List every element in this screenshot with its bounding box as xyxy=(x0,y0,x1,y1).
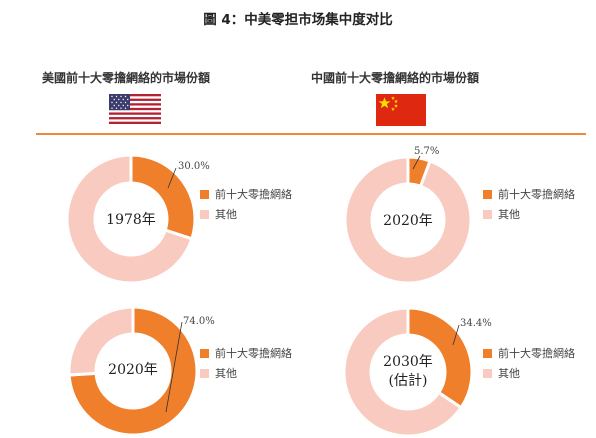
donut-slice-others xyxy=(67,307,135,377)
legend-item-top10: 前十大零擔網絡 xyxy=(200,184,292,204)
donut-slice-top10 xyxy=(67,307,199,437)
legend-label-top10: 前十大零擔網絡 xyxy=(215,347,292,360)
legend-swatch-others xyxy=(483,368,492,378)
us-flag-icon xyxy=(109,94,161,124)
legend-swatch-top10 xyxy=(483,189,492,199)
center-label-line-2: (估計) xyxy=(389,373,428,389)
center-label-line-1: 1978年 xyxy=(106,212,156,228)
donut-chart-china-2020: 2020年 5.7% xyxy=(343,146,473,285)
center-label-line-1: 2030年 xyxy=(383,354,433,370)
legend-label-top10: 前十大零擔網絡 xyxy=(498,347,575,360)
donut-slice-others xyxy=(66,153,194,285)
leader-line xyxy=(412,155,421,170)
legend-label-others: 其他 xyxy=(215,208,237,221)
leader-line xyxy=(165,321,183,413)
donut-slice-top10 xyxy=(129,153,197,241)
leader-line xyxy=(167,167,177,189)
data-label-top10: 34.4% xyxy=(460,318,492,329)
china-column-title: 中國前十大零擔網絡的市場份額 xyxy=(311,71,480,85)
legend-swatch-others xyxy=(200,209,209,219)
legend-label-top10: 前十大零擔網絡 xyxy=(498,188,575,201)
donut-chart-us-1978: 1978年 30.0% xyxy=(66,153,210,285)
legend-china-2020: 前十大零擔網絡 其他 xyxy=(483,184,575,224)
legend-swatch-top10 xyxy=(200,348,209,358)
data-label-top10: 30.0% xyxy=(178,161,210,172)
donut-slice-others xyxy=(342,306,464,438)
legend-swatch-top10 xyxy=(483,348,492,358)
legend-item-top10: 前十大零擔網絡 xyxy=(483,184,575,204)
legend-swatch-top10 xyxy=(200,189,209,199)
legend-us-1978: 前十大零擔網絡 其他 xyxy=(200,184,292,224)
center-label-line-1: 2020年 xyxy=(108,362,158,378)
legend-item-top10: 前十大零擔網絡 xyxy=(200,343,292,363)
donut-chart-us-2020: 2020年 74.0% xyxy=(67,307,215,437)
donut-slice-others xyxy=(343,155,473,285)
legend-swatch-others xyxy=(483,209,492,219)
legend-us-2020: 前十大零擔網絡 其他 xyxy=(200,343,292,383)
legend-item-others: 其他 xyxy=(200,204,292,224)
orange-divider xyxy=(36,133,586,135)
legend-swatch-others xyxy=(200,368,209,378)
legend-label-others: 其他 xyxy=(498,208,520,221)
legend-item-others: 其他 xyxy=(200,363,292,383)
legend-item-others: 其他 xyxy=(483,363,575,383)
leader-line xyxy=(452,324,460,346)
legend-label-top10: 前十大零擔網絡 xyxy=(215,188,292,201)
china-flag-icon xyxy=(376,94,426,126)
legend-item-top10: 前十大零擔網絡 xyxy=(483,343,575,363)
data-label-top10: 5.7% xyxy=(414,146,439,157)
legend-label-others: 其他 xyxy=(498,367,520,380)
center-label-line-1: 2020年 xyxy=(383,213,433,229)
legend-label-others: 其他 xyxy=(215,367,237,380)
figure-title: 圖 4：中美零担市场集中度对比 xyxy=(203,12,393,28)
legend-china-2030: 前十大零擔網絡 其他 xyxy=(483,343,575,383)
legend-item-others: 其他 xyxy=(483,204,575,224)
donut-slice-top10 xyxy=(406,306,474,410)
data-label-top10: 74.0% xyxy=(183,316,215,327)
us-column-title: 美國前十大零擔網絡的市場份額 xyxy=(42,71,211,85)
donut-chart-china-2030: 2030年 (估計) 34.4% xyxy=(342,306,492,438)
